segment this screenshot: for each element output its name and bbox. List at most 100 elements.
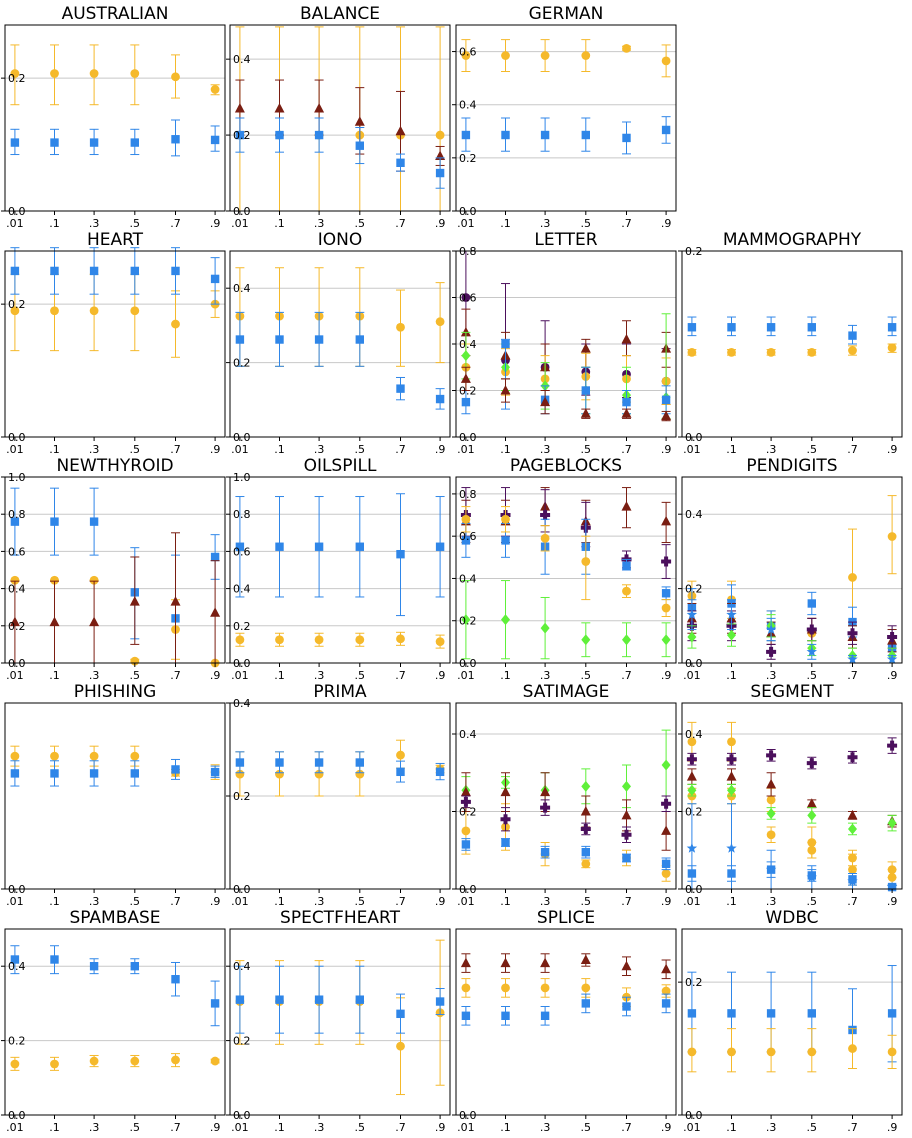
data-point [50, 751, 59, 761]
series-3 [686, 610, 898, 660]
x-tick-label: .7 [170, 895, 181, 908]
data-point [807, 599, 816, 608]
data-point [461, 614, 471, 626]
data-point [621, 960, 632, 971]
plot-frame [229, 476, 451, 664]
series-1 [10, 247, 220, 305]
data-point [766, 795, 776, 805]
plot-frame [681, 250, 903, 438]
data-point [355, 769, 365, 779]
series-1 [10, 758, 220, 787]
series-0 [687, 495, 897, 649]
x-tick-label: .01 [6, 443, 24, 456]
data-point [89, 751, 99, 761]
plot-frame [681, 702, 903, 890]
y-tick-label: 0.2 [8, 620, 26, 633]
data-point [848, 823, 857, 835]
data-point [687, 631, 697, 643]
data-point [10, 306, 20, 316]
series-0 [687, 343, 897, 357]
x-tick-label: .5 [130, 895, 141, 908]
subplot-title: PHISHING [74, 682, 157, 702]
data-point [581, 999, 590, 1008]
data-point [461, 514, 471, 524]
y-tick-label: 1.0 [8, 471, 26, 484]
data-point [806, 624, 817, 635]
series-1 [687, 584, 897, 664]
series-1 [235, 751, 445, 783]
y-tick-label: 0.4 [459, 572, 477, 585]
data-point [171, 975, 180, 984]
series-0 [235, 267, 445, 367]
data-point [210, 85, 220, 94]
y-tick-label: 0.2 [8, 298, 26, 311]
data-point [129, 596, 140, 606]
x-tick-label: .5 [807, 895, 818, 908]
y-tick-label: 0.8 [459, 245, 477, 258]
y-tick-label: 0.2 [459, 615, 477, 628]
data-point [848, 865, 857, 875]
data-point [461, 983, 471, 993]
data-point [130, 751, 140, 761]
y-tick-label: 0.8 [233, 508, 251, 521]
x-tick-label: .1 [49, 217, 60, 230]
data-point [314, 103, 325, 113]
data-point [661, 56, 671, 66]
data-point [661, 798, 672, 809]
data-point [726, 754, 737, 765]
data-point [130, 69, 140, 78]
y-tick-label: 0.4 [8, 960, 26, 973]
data-point [661, 589, 671, 598]
data-point [235, 769, 245, 779]
x-tick-label: .01 [6, 669, 24, 682]
data-point [314, 758, 324, 767]
data-point [396, 384, 405, 393]
x-tick-label: .7 [395, 1121, 406, 1134]
subplot-balance: BALANCE .01 .1 .3 .5 .7 .9 0.0 0.2 0.4 [226, 4, 451, 230]
x-tick-label: .01 [457, 669, 475, 682]
data-point [887, 532, 897, 541]
x-tick-label: .3 [89, 895, 100, 908]
x-tick-label: .01 [6, 895, 24, 908]
data-point [765, 624, 777, 634]
subplot-title: SPAMBASE [69, 908, 160, 928]
series-4 [687, 614, 897, 664]
data-point [10, 69, 20, 78]
series-1 [461, 978, 671, 1007]
subplot-spambase: SPAMBASE .01 .1 .3 .5 .7 .9 0.0 0.2 0.4 [1, 908, 226, 1134]
x-tick-label: .5 [807, 443, 818, 456]
x-tick-label: .9 [661, 1121, 672, 1134]
series-0 [10, 945, 220, 1027]
data-point [581, 859, 591, 869]
data-point [435, 130, 445, 140]
subplot-title: MAMMOGRAPHY [723, 230, 862, 250]
data-point [661, 410, 672, 421]
x-tick-label: .5 [355, 895, 366, 908]
data-point [807, 809, 817, 821]
data-point [435, 317, 445, 327]
series-4 [461, 338, 671, 415]
data-point [661, 395, 671, 404]
y-tick-label: 0.0 [8, 431, 26, 444]
data-point [766, 778, 777, 789]
series-0 [460, 487, 672, 544]
y-tick-label: 0.2 [233, 129, 251, 142]
series-1 [235, 311, 445, 410]
x-tick-label: .1 [49, 443, 60, 456]
data-point [847, 752, 858, 763]
y-tick-label: 0.4 [233, 697, 251, 710]
data-point [435, 394, 445, 404]
plot-frame [229, 24, 451, 212]
y-tick-label: 0.4 [459, 728, 477, 741]
subplot-australian: AUSTRALIAN .01 .1 .3 .5 .7 .9 0.0 0.2 [1, 4, 226, 230]
x-tick-label: .1 [500, 217, 511, 230]
data-point [89, 575, 99, 585]
y-tick-label: 0.2 [685, 583, 703, 596]
series-0 [461, 729, 671, 812]
x-tick-label: .5 [581, 443, 592, 456]
data-point [235, 995, 245, 1004]
data-point [727, 1009, 736, 1018]
data-point [50, 69, 59, 78]
data-point [235, 335, 245, 344]
